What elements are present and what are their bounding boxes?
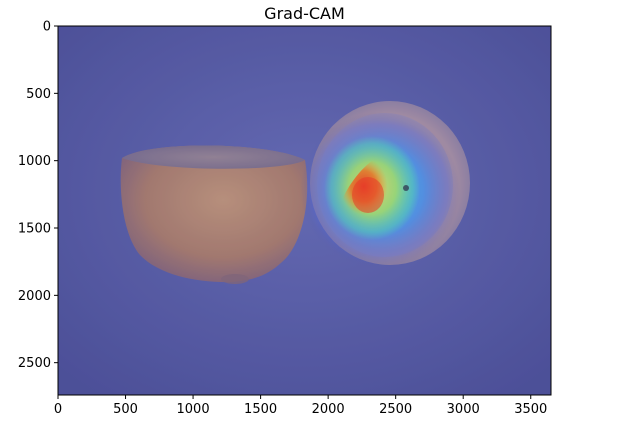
x-tick-label: 1000 xyxy=(177,402,210,417)
y-tick-label: 1500 xyxy=(18,222,51,237)
y-tick-label: 2500 xyxy=(18,356,51,371)
y-tick-label: 1000 xyxy=(18,154,51,169)
y-tick-label: 500 xyxy=(26,87,51,102)
gradcam-heatmap xyxy=(300,112,460,268)
x-tick-label: 2500 xyxy=(379,402,412,417)
axes-frame xyxy=(57,25,552,396)
figure-title: Grad-CAM xyxy=(264,4,345,23)
y-tick-label: 0 xyxy=(43,20,51,35)
y-axis: 0 500 1000 1500 2000 2500 xyxy=(18,20,58,371)
x-tick-label: 2000 xyxy=(312,402,345,417)
x-tick-label: 500 xyxy=(113,402,138,417)
x-tick-label: 3000 xyxy=(447,402,480,417)
x-tick-label: 1500 xyxy=(244,402,277,417)
y-tick-label: 2000 xyxy=(18,289,51,304)
left-orange-half xyxy=(120,145,308,284)
x-axis: 0 500 1000 1500 2000 2500 3000 3500 xyxy=(54,395,547,417)
image-panel xyxy=(58,26,551,395)
x-tick-label: 3500 xyxy=(514,402,547,417)
x-tick-label: 0 xyxy=(54,402,62,417)
